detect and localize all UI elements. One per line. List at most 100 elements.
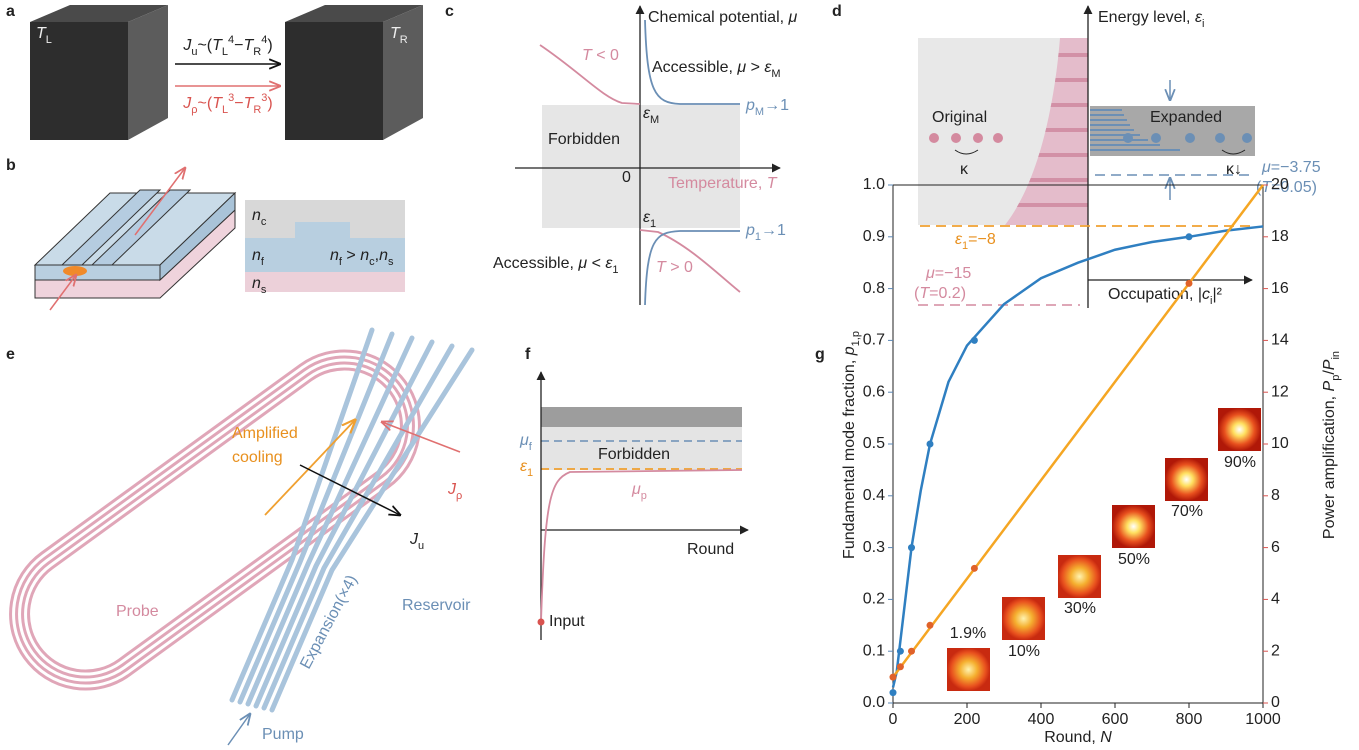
y2-tick-label: 6: [1271, 539, 1280, 556]
text-part: −: [234, 95, 243, 112]
text-part: Round,: [1044, 729, 1100, 746]
y2-tick-label: 0: [1271, 694, 1280, 711]
data-point: [1186, 280, 1193, 287]
text-part: ρ: [456, 490, 462, 502]
pump-arrow: [228, 714, 250, 745]
text-part: c: [261, 216, 267, 228]
y-tick-label: 1.0: [863, 176, 885, 193]
text-part: Occupation, |: [1108, 286, 1202, 303]
x-axis-label: Round: [687, 541, 734, 558]
eps-1: ε1: [520, 458, 533, 479]
panel-label: g: [815, 346, 825, 363]
text-part: Accessible,: [652, 59, 737, 76]
figure: a TL TR Ju~(TL4−TR4) Jρ~(TL3−TR3) b nc n…: [0, 0, 1359, 750]
text-part: P: [1321, 359, 1338, 370]
text-part: |²: [1212, 286, 1222, 303]
text-part: in: [1330, 351, 1342, 360]
text-part: f: [529, 441, 533, 453]
text-part: μ: [577, 255, 587, 272]
text-part: =−15: [935, 265, 972, 282]
waveguide: [35, 190, 235, 298]
p-m: pM→1: [745, 97, 789, 118]
original-label: Original: [932, 109, 987, 126]
input-label: Input: [549, 613, 585, 630]
text-part: >: [746, 59, 764, 76]
x-tick-label: 0: [889, 711, 898, 728]
text-part: u: [418, 540, 424, 552]
text-part: N: [1100, 729, 1112, 746]
cube-right: [285, 5, 423, 140]
image-label: 90%: [1224, 454, 1256, 471]
text-part: <: [587, 255, 605, 272]
panel-label: e: [6, 346, 15, 363]
text-part: p: [641, 490, 647, 502]
accessible-top: Accessible, μ > εM: [652, 59, 781, 80]
text-part: n: [252, 207, 261, 224]
text-part: T: [767, 175, 778, 192]
data-point: [1186, 233, 1193, 240]
x-tick-label: 400: [1028, 711, 1055, 728]
text-part: < 0: [592, 47, 619, 64]
j-rho: Jρ: [447, 481, 462, 502]
y-tick-label: 0.0: [863, 694, 885, 711]
data-point: [897, 648, 904, 655]
y2-tick-label: 12: [1271, 383, 1289, 400]
text-part: p: [841, 346, 858, 356]
y2-tick-label: 4: [1271, 591, 1280, 608]
y-tick-label: 0.9: [863, 228, 885, 245]
eps-1-label: ε1=−8: [955, 231, 996, 252]
text-part: R: [253, 46, 261, 58]
text-part: ): [267, 95, 272, 112]
text-part: R: [253, 104, 261, 116]
y-tick-label: 0.5: [863, 435, 885, 452]
text-part: n: [360, 247, 369, 264]
positive-temperature: T > 0: [656, 259, 693, 276]
text-part: Accessible,: [493, 255, 578, 272]
text-part: =−3.75: [1271, 159, 1321, 176]
particle-flux: Jρ~(TL3−TR3): [182, 92, 273, 116]
y-tick-label: 0.8: [863, 280, 885, 297]
pump-label: Pump: [262, 726, 304, 743]
energy-flux: Ju~(TL4−TR4): [182, 34, 272, 58]
text-part: L: [46, 34, 52, 46]
x-tick-label: 1000: [1245, 711, 1281, 728]
text-part: 1: [612, 264, 618, 276]
y-tick-label: 0.1: [863, 642, 885, 659]
x-axis-label: Round, N: [1044, 729, 1112, 746]
panel-label: b: [6, 157, 16, 174]
x-tick-label: 800: [1176, 711, 1203, 728]
cooling-label: Amplified: [232, 425, 298, 442]
cross-section: [245, 200, 405, 292]
text-part: μ: [925, 265, 935, 282]
y-tick-label: 0.3: [863, 539, 885, 556]
mu-blue: μ=−3.75: [1261, 159, 1321, 176]
panel-label: d: [832, 3, 842, 20]
text-part: Fundamental mode fraction,: [841, 355, 858, 559]
probe-loop: [0, 321, 449, 719]
y-tick-label: 0.7: [863, 332, 885, 349]
data-point: [890, 674, 897, 681]
forbidden-label: Forbidden: [598, 446, 670, 463]
text-part: L: [222, 104, 228, 116]
y2-tick-label: 14: [1271, 332, 1289, 349]
text-part: =−8: [968, 231, 996, 248]
y2-tick-label: 18: [1271, 228, 1289, 245]
y2-tick-label: 16: [1271, 280, 1289, 297]
expanded-label: Expanded: [1150, 109, 1222, 126]
image-label: 70%: [1171, 503, 1203, 520]
cube-left: [30, 5, 168, 140]
text-part: Temperature,: [668, 175, 767, 192]
temp-pink: (T=0.2): [914, 285, 966, 302]
y2-axis-label: Power amplification, Pp/Pin: [1321, 351, 1342, 539]
text-part: p: [745, 97, 755, 114]
accessible-bottom: Accessible, μ < ε1: [493, 255, 619, 276]
y2-tick-label: 8: [1271, 487, 1280, 504]
text-part: s: [261, 284, 267, 296]
y-tick-label: 0.6: [863, 383, 885, 400]
j-u: Ju: [409, 531, 424, 552]
kappa: κ: [960, 161, 969, 178]
forbidden-region: [542, 105, 740, 228]
data-point: [908, 648, 915, 655]
data-point: [897, 663, 904, 670]
mu-p: μp: [631, 481, 647, 502]
